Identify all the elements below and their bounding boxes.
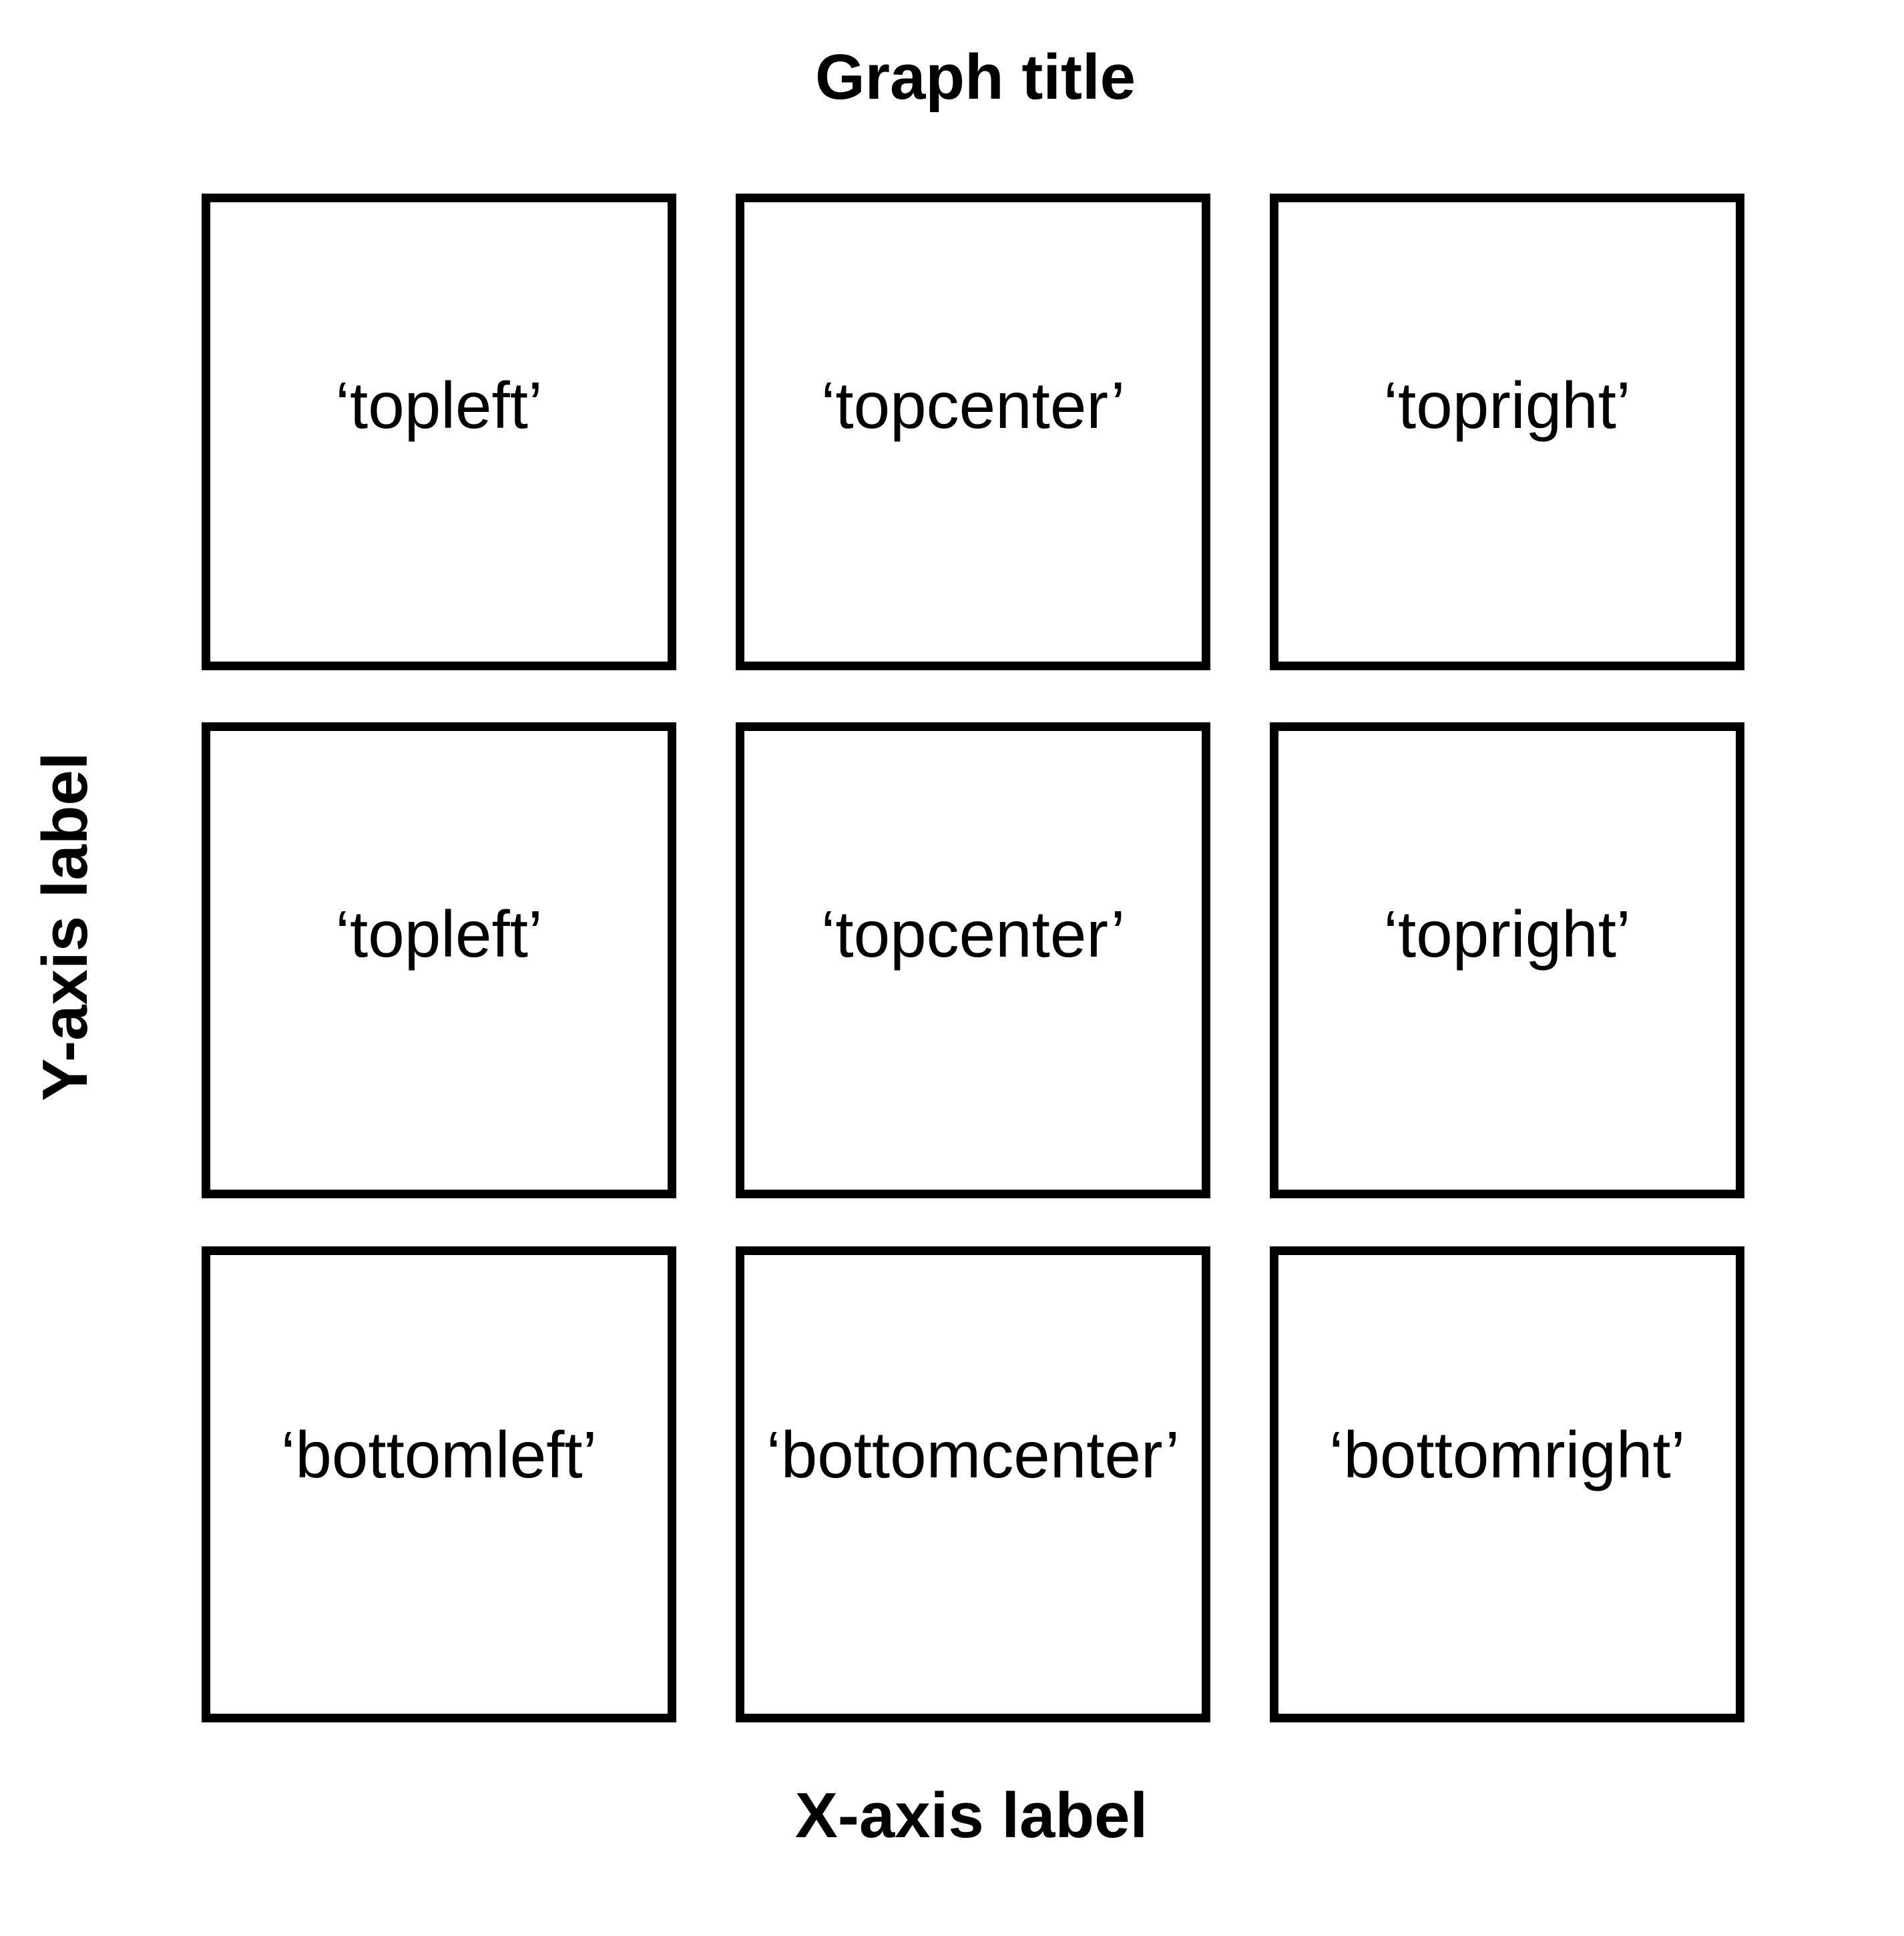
box-row2-col2: ‘topcenter’ xyxy=(736,722,1210,1198)
box-row1-col3: ‘topright’ xyxy=(1270,194,1744,670)
box-label: ‘bottomright’ xyxy=(1329,1418,1686,1491)
box-label: ‘topcenter’ xyxy=(820,897,1126,971)
box-row1-col2: ‘topcenter’ xyxy=(736,194,1210,670)
y-axis-label: Y-axis label xyxy=(29,752,101,1102)
box-label: ‘topcenter’ xyxy=(820,369,1126,442)
box-label: ‘topleft’ xyxy=(335,369,543,442)
box-label: ‘topright’ xyxy=(1383,369,1631,442)
box-label: ‘topleft’ xyxy=(335,897,543,971)
box-label: ‘bottomleft’ xyxy=(280,1418,598,1491)
box-row3-col3: ‘bottomright’ xyxy=(1270,1246,1744,1722)
graph-title: Graph title xyxy=(814,41,1136,113)
box-row2-col1: ‘topleft’ xyxy=(202,722,676,1198)
box-row3-col1: ‘bottomleft’ xyxy=(202,1246,676,1722)
box-row2-col3: ‘topright’ xyxy=(1270,722,1744,1198)
x-axis-label: X-axis label xyxy=(794,1780,1148,1851)
box-label: ‘bottomcenter’ xyxy=(766,1418,1180,1491)
box-row1-col1: ‘topleft’ xyxy=(202,194,676,670)
box-row3-col2: ‘bottomcenter’ xyxy=(736,1246,1210,1722)
box-label: ‘topright’ xyxy=(1383,897,1631,971)
